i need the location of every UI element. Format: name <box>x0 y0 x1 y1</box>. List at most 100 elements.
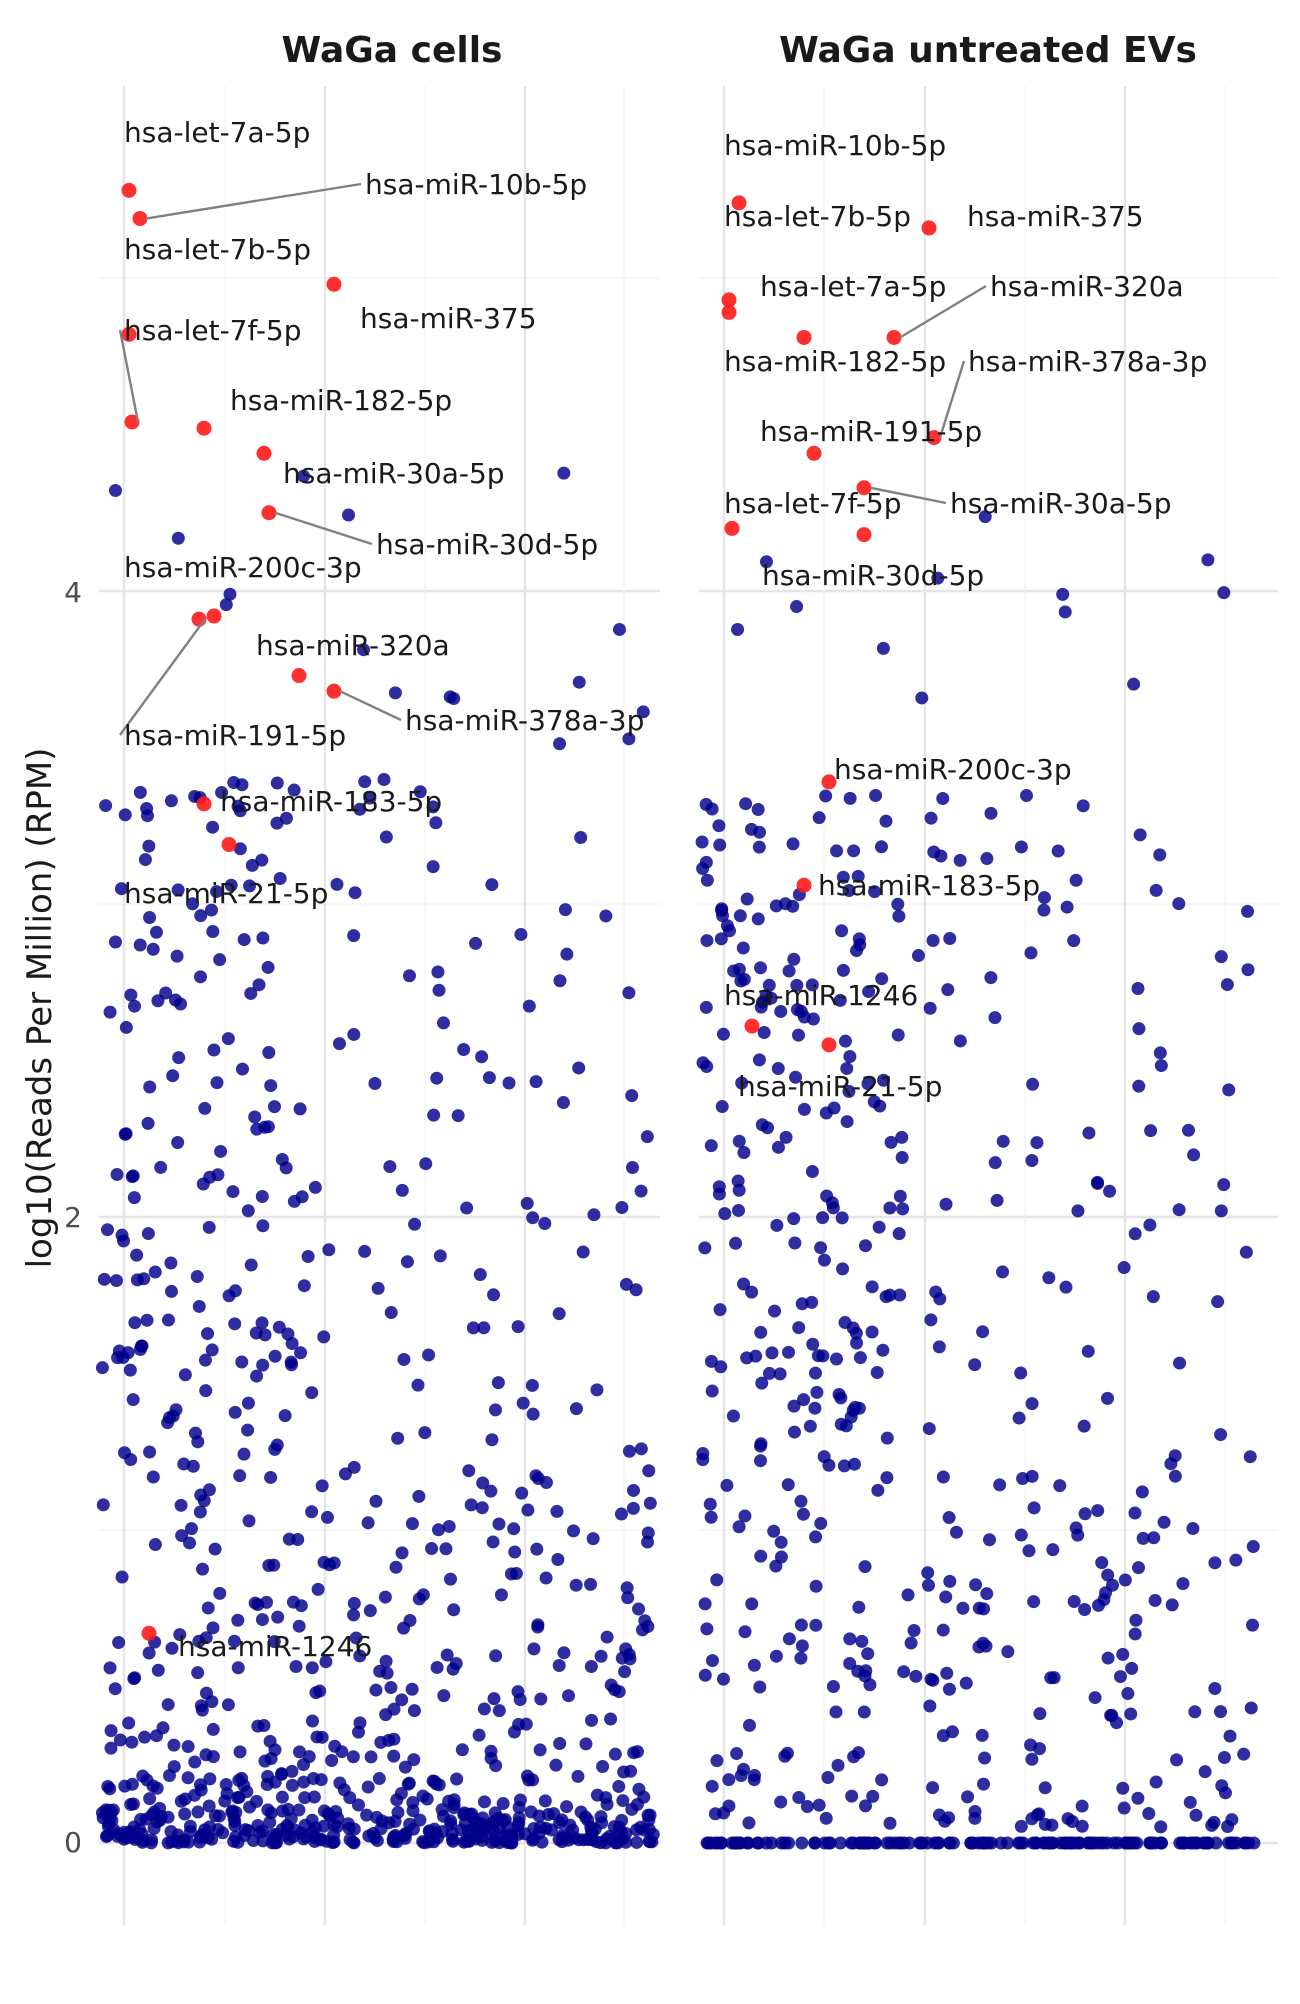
background-point <box>964 1836 978 1850</box>
background-point <box>161 1836 175 1850</box>
background-point <box>164 794 178 808</box>
background-point <box>346 1835 360 1849</box>
background-point <box>718 1207 732 1221</box>
background-point <box>792 1791 806 1805</box>
background-point <box>819 1811 833 1825</box>
background-point <box>268 1743 282 1757</box>
background-point <box>1075 1819 1089 1833</box>
background-point <box>287 783 301 797</box>
background-point <box>869 788 883 802</box>
background-point <box>431 965 445 979</box>
point-label: hsa-let-7f-5p <box>724 487 902 520</box>
background-point <box>512 1800 526 1814</box>
background-point <box>1201 553 1215 567</box>
background-point <box>242 1514 256 1528</box>
background-point <box>936 792 950 806</box>
background-point <box>221 1032 235 1046</box>
background-point <box>547 1807 561 1821</box>
background-point <box>198 1353 212 1367</box>
background-point <box>214 1144 228 1158</box>
background-point <box>172 1051 186 1065</box>
background-point <box>641 1535 655 1549</box>
background-point <box>816 1211 830 1225</box>
background-point <box>734 1769 748 1783</box>
background-point <box>435 1803 449 1817</box>
background-point <box>111 1351 125 1365</box>
background-point <box>432 983 446 997</box>
background-point <box>923 1699 937 1713</box>
background-point <box>1237 1747 1251 1761</box>
background-point <box>351 1798 365 1812</box>
background-point <box>306 1772 320 1786</box>
background-point <box>926 933 940 947</box>
background-point <box>170 949 184 963</box>
background-point <box>372 1772 386 1786</box>
background-point <box>320 1510 334 1524</box>
background-point <box>104 1724 118 1738</box>
background-point <box>282 1532 296 1546</box>
background-point <box>752 1053 766 1067</box>
highlighted-point <box>886 329 902 345</box>
background-point <box>1091 1176 1105 1190</box>
background-point <box>400 1255 414 1269</box>
background-point <box>699 797 713 811</box>
point-label: hsa-miR-191-5p <box>760 415 982 448</box>
background-point <box>1025 1752 1039 1766</box>
background-point <box>770 1218 784 1232</box>
highlighted-point <box>256 445 272 461</box>
background-point <box>109 1274 123 1288</box>
background-point <box>808 1366 822 1380</box>
background-point <box>118 1779 132 1793</box>
background-point <box>757 1025 771 1039</box>
background-point <box>840 1061 854 1075</box>
highlighted-point <box>806 445 822 461</box>
background-point <box>556 1096 570 1110</box>
background-point <box>643 1496 657 1510</box>
background-point <box>737 1277 751 1291</box>
background-point <box>1208 1556 1222 1570</box>
background-point <box>1038 1817 1052 1831</box>
background-point <box>133 785 147 799</box>
background-point <box>703 1497 717 1511</box>
background-point <box>201 1601 215 1615</box>
background-point <box>539 1476 553 1490</box>
background-point <box>457 1043 471 1057</box>
background-point <box>551 1553 565 1567</box>
background-point <box>249 1326 263 1340</box>
background-point <box>733 909 747 923</box>
background-point <box>474 1823 488 1837</box>
background-point <box>961 1790 975 1804</box>
background-point <box>484 1744 498 1758</box>
background-point <box>238 1823 252 1837</box>
background-point <box>407 1753 421 1767</box>
background-point <box>224 878 238 892</box>
background-point <box>241 1396 255 1410</box>
background-point <box>1078 1507 1092 1521</box>
background-point <box>1117 1261 1131 1275</box>
background-point <box>877 1073 891 1087</box>
highlighted-point <box>196 796 212 812</box>
background-point <box>447 692 461 706</box>
background-point <box>921 1578 935 1592</box>
background-point <box>126 1169 140 1183</box>
background-point <box>838 1034 852 1048</box>
background-point <box>97 1272 111 1286</box>
background-point <box>395 1183 409 1197</box>
background-point <box>625 1802 639 1816</box>
background-point <box>1099 1586 1113 1600</box>
background-point <box>695 835 709 849</box>
background-point <box>712 1180 726 1194</box>
background-point <box>124 1826 138 1840</box>
background-point <box>292 1619 306 1633</box>
background-point <box>740 1351 754 1365</box>
background-point <box>843 791 857 805</box>
background-point <box>364 1750 378 1764</box>
background-point <box>398 1828 412 1842</box>
background-point <box>835 1211 849 1225</box>
background-point <box>879 1290 893 1304</box>
background-point <box>338 1467 352 1481</box>
background-point <box>533 1743 547 1757</box>
background-point <box>868 885 882 899</box>
background-point <box>377 773 391 787</box>
background-point <box>976 1325 990 1339</box>
